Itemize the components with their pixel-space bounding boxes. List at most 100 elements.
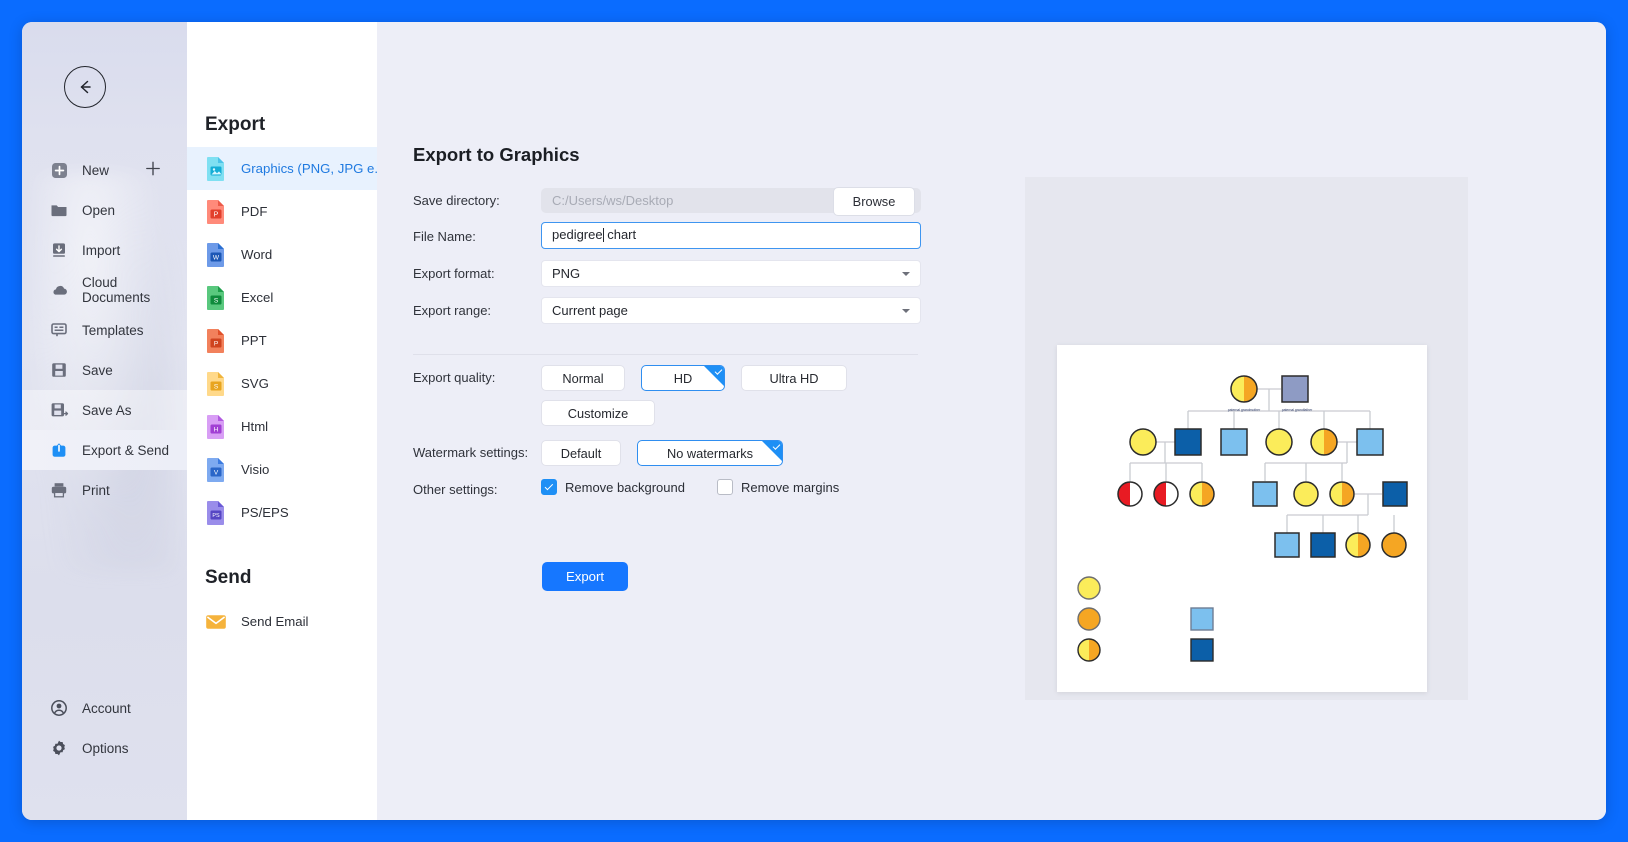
export-button[interactable]: Export [542, 562, 628, 591]
account-icon [48, 697, 70, 719]
format-item-label: Word [241, 247, 273, 262]
pedigree-node-circle [1293, 481, 1319, 507]
pedigree-caption-left: paternal grandmother [1228, 408, 1261, 412]
pedigree-node-square [1310, 532, 1336, 558]
pedigree-node-square [1220, 428, 1248, 456]
pedigree-chart-preview[interactable]: paternal grandmother paternal grandfathe… [1057, 345, 1427, 692]
print-icon [48, 479, 70, 501]
cloud-icon [48, 279, 70, 301]
format-item-label: Visio [241, 462, 270, 477]
format-item-excel[interactable]: S Excel [187, 276, 377, 319]
file-name-value-before-caret: pedigree [552, 227, 603, 242]
svg-text:V: V [214, 469, 219, 476]
word-file-icon: W [205, 242, 227, 268]
remove-margins-checkbox[interactable] [716, 479, 733, 495]
format-item-word[interactable]: W Word [187, 233, 377, 276]
pedigree-node-circle [1329, 481, 1355, 507]
remove-margins-label: Remove margins [740, 479, 840, 495]
sidebar-item-new[interactable]: New [22, 150, 187, 190]
page-title: Export to Graphics [413, 144, 580, 165]
watermark-label: Watermark settings: [413, 445, 529, 460]
sidebar-item-options[interactable]: Options [22, 728, 187, 768]
legend-square-dark-blue [1190, 638, 1214, 662]
pedigree-node-square [1252, 481, 1278, 507]
sidebar-item-label: Print [82, 482, 110, 498]
format-item-svg[interactable]: S SVG [187, 362, 377, 405]
export-heading: Export [205, 114, 266, 135]
sidebar-item-save[interactable]: Save [22, 350, 187, 390]
folder-icon [48, 199, 70, 221]
customize-button[interactable]: Customize [541, 400, 655, 426]
format-item-visio[interactable]: V Visio [187, 448, 377, 491]
new-icon [48, 159, 70, 181]
export-format-label: Export format: [413, 266, 495, 281]
pedigree-node-square [1356, 428, 1384, 456]
main-panel: Export to Graphics Save directory: C:/Us… [377, 22, 1606, 820]
save-directory-row: Save directory: C:/Users/ws/Desktop Brow… [413, 184, 943, 220]
browse-button[interactable]: Browse [833, 187, 915, 216]
svg-text:H: H [214, 426, 219, 433]
edrawmax-window: Wondershare EdrawMaxPro ? [22, 22, 1606, 820]
back-button[interactable] [64, 66, 106, 108]
sidebar-item-import[interactable]: Import [22, 230, 187, 270]
svg-text:S: S [214, 383, 219, 390]
sidebar-item-label: Import [82, 242, 121, 258]
quality-ultra-hd-button[interactable]: Ultra HD [741, 365, 847, 391]
sidebar-item-account[interactable]: Account [22, 688, 187, 728]
watermark-none-button[interactable]: No watermarks [637, 440, 783, 466]
selected-check-icon [703, 366, 724, 387]
format-item-label: SVG [241, 376, 269, 391]
sidebar-item-templates[interactable]: Templates [22, 310, 187, 350]
new-add-icon[interactable] [145, 161, 161, 180]
file-name-input[interactable]: pedigree chart [541, 222, 921, 249]
sidebar-item-open[interactable]: Open [22, 190, 187, 230]
pedigree-caption-right: paternal grandfather [1282, 408, 1313, 412]
form-divider [413, 354, 918, 355]
format-item-ppt[interactable]: P PPT [187, 319, 377, 362]
format-item-label: PS/EPS [241, 505, 289, 520]
format-list: Graphics (PNG, JPG e... P PDF W Word S E… [187, 147, 385, 534]
save-as-icon [48, 399, 70, 421]
send-heading: Send [205, 567, 252, 588]
pedigree-node-circle [1310, 428, 1338, 456]
watermark-default-button[interactable]: Default [541, 440, 621, 466]
sidebar-item-export-send[interactable]: Export & Send [22, 430, 187, 470]
sidebar-item-save-as[interactable]: Save As [22, 390, 187, 430]
sidebar-item-label: Templates [82, 322, 144, 338]
format-item-ps-eps[interactable]: PS PS/EPS [187, 491, 377, 534]
export-range-value: Current page [552, 303, 628, 318]
export-quality-label: Export quality: [413, 370, 496, 385]
image-file-icon [205, 156, 227, 182]
file-name-value-after-caret: chart [603, 227, 637, 242]
svg-text:S: S [214, 297, 219, 304]
remove-background-checkbox[interactable] [541, 479, 557, 495]
pedigree-node-circle [1265, 428, 1293, 456]
format-item-html[interactable]: H Html [187, 405, 377, 448]
sidebar-item-cloud-documents[interactable]: Cloud Documents [22, 270, 187, 310]
svg-text:PS: PS [212, 513, 220, 519]
send-item-email[interactable]: Send Email [187, 600, 377, 643]
sidebar-item-print[interactable]: Print [22, 470, 187, 510]
quality-hd-button[interactable]: HD [641, 365, 725, 391]
export-range-label: Export range: [413, 303, 492, 318]
save-directory-label: Save directory: [413, 193, 500, 208]
export-range-select[interactable]: Current page [541, 297, 921, 324]
quality-normal-button[interactable]: Normal [541, 365, 625, 391]
legend-circle-half [1077, 638, 1101, 662]
legend-circle-yellow [1077, 576, 1101, 600]
ps-eps-file-icon: PS [205, 500, 227, 526]
svg-text:P: P [214, 211, 219, 218]
other-settings-label: Other settings: [413, 482, 498, 497]
export-format-select[interactable]: PNG [541, 260, 921, 287]
pedigree-node-square [1174, 428, 1202, 456]
format-item-graphics[interactable]: Graphics (PNG, JPG e... [187, 147, 385, 190]
format-item-pdf[interactable]: P PDF [187, 190, 377, 233]
quality-ultra-hd-label: Ultra HD [769, 370, 819, 386]
svg-text:P: P [214, 340, 218, 347]
rail-item-list: New Open Import [22, 150, 187, 510]
send-item-label: Send Email [241, 614, 309, 629]
import-icon [48, 239, 70, 261]
send-list: Send Email [187, 600, 377, 643]
customize-label: Customize [567, 405, 629, 421]
